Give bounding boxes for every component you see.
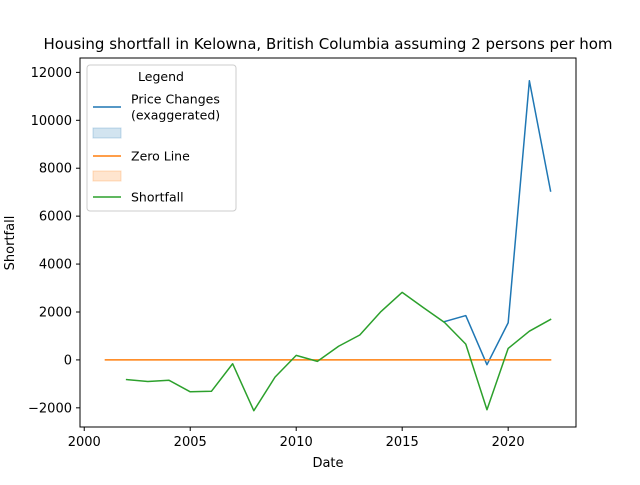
series-line-shortfall	[125, 291, 552, 412]
legend-entry	[92, 170, 122, 182]
legend-entry: Shortfall	[93, 190, 184, 205]
legend-box	[86, 64, 237, 212]
legend-patch-swatch	[92, 170, 122, 182]
series-line-price-changes-exaggerated	[443, 80, 552, 366]
x-tick-label: 2020	[492, 435, 525, 450]
plot-frame	[79, 57, 577, 428]
legend-entry: Price Changes(exaggerated)	[93, 92, 220, 123]
legend-label: (exaggerated)	[131, 108, 220, 123]
x-axis-label: Date	[312, 456, 343, 471]
legend-patch-swatch	[92, 127, 122, 139]
y-tick-label: −2000	[28, 401, 72, 416]
y-axis-label: Shortfall	[3, 216, 18, 271]
legend: Legend Price Changes(exaggerated) Zero Li…	[86, 64, 237, 212]
x-tick-label: 2015	[386, 435, 419, 450]
y-tick-label: 0	[64, 353, 72, 368]
x-tick-label: 2005	[174, 435, 207, 450]
legend-entry: Zero Line	[93, 149, 190, 164]
legend-title: Legend	[138, 69, 184, 84]
legend-label: Shortfall	[131, 190, 184, 205]
y-tick-label: 4000	[39, 258, 72, 273]
y-tick-label: 12000	[31, 66, 72, 81]
y-tick-label: 2000	[39, 305, 72, 320]
y-axis: −2000 0 2000 4000 6000 8000 10000 12000	[28, 66, 80, 416]
legend-entry	[92, 127, 122, 139]
y-tick-label: 8000	[39, 162, 72, 177]
series-layer	[104, 80, 552, 412]
x-axis: 2000 2005 2010 2015 2020	[68, 427, 525, 450]
chart-title: Housing shortfall in Kelowna, British Co…	[43, 35, 612, 53]
x-tick-label: 2010	[280, 435, 313, 450]
x-tick-label: 2000	[68, 435, 101, 450]
y-tick-label: 6000	[39, 210, 72, 225]
legend-entries: Price Changes(exaggerated) Zero Line Short…	[92, 92, 220, 205]
legend-label: Price Changes	[131, 92, 220, 107]
legend-label: Zero Line	[131, 149, 190, 164]
y-tick-label: 10000	[31, 114, 72, 129]
